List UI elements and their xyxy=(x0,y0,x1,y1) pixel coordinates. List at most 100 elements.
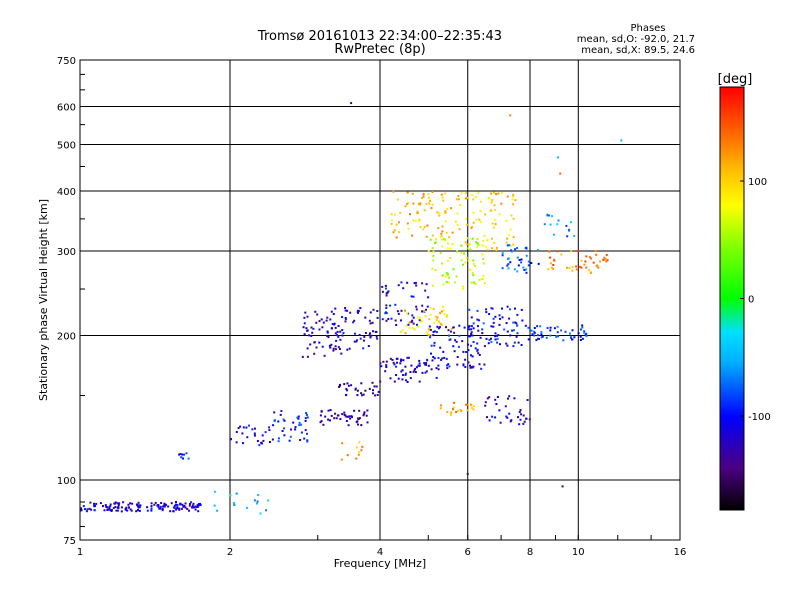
data-point xyxy=(126,509,129,512)
data-point xyxy=(306,315,309,318)
data-point xyxy=(181,453,184,456)
data-point xyxy=(501,252,504,255)
data-point xyxy=(80,509,83,512)
data-point xyxy=(537,262,540,265)
data-point xyxy=(323,354,326,357)
data-point xyxy=(546,327,549,329)
data-point xyxy=(118,502,121,505)
data-point xyxy=(458,228,461,231)
data-point xyxy=(385,319,388,322)
data-point xyxy=(496,246,498,249)
data-point xyxy=(432,250,435,253)
data-point xyxy=(345,415,348,418)
data-point xyxy=(506,305,509,308)
data-point xyxy=(505,415,508,418)
data-point xyxy=(460,259,463,262)
data-point xyxy=(355,340,358,343)
data-point xyxy=(455,198,458,201)
data-point xyxy=(520,261,523,264)
data-point xyxy=(470,404,473,407)
data-point xyxy=(476,348,479,351)
data-point xyxy=(159,507,162,510)
data-point xyxy=(360,392,363,395)
data-point xyxy=(460,244,463,247)
data-point xyxy=(319,421,322,424)
data-point xyxy=(430,207,433,209)
data-point xyxy=(437,357,440,359)
data-point xyxy=(518,411,521,413)
data-point xyxy=(346,382,349,385)
data-point xyxy=(573,235,576,237)
data-point xyxy=(371,321,374,324)
data-point xyxy=(448,236,451,239)
data-point xyxy=(431,247,434,249)
data-point xyxy=(512,203,515,206)
data-point xyxy=(417,364,420,367)
data-point xyxy=(509,420,512,423)
data-point xyxy=(469,403,472,406)
data-point xyxy=(321,326,324,329)
data-point xyxy=(304,429,307,432)
data-point xyxy=(496,341,499,344)
data-point xyxy=(443,313,446,316)
data-point xyxy=(325,319,328,322)
x-tick-label: 2 xyxy=(227,547,233,558)
y-tick-label: 600 xyxy=(57,103,76,114)
data-point xyxy=(506,244,509,247)
data-point xyxy=(175,503,177,506)
data-point xyxy=(344,307,347,309)
data-point xyxy=(369,336,372,339)
data-point xyxy=(529,329,532,332)
data-point xyxy=(303,333,306,336)
data-point xyxy=(488,197,491,200)
data-point xyxy=(518,259,521,261)
data-point xyxy=(425,235,428,238)
data-point xyxy=(442,309,445,312)
data-point xyxy=(391,219,394,222)
data-point xyxy=(309,343,312,346)
data-point xyxy=(274,419,276,422)
data-point xyxy=(376,337,379,340)
data-point xyxy=(485,311,488,314)
data-point xyxy=(510,214,513,217)
data-point xyxy=(486,416,488,419)
data-point xyxy=(415,308,418,311)
data-point xyxy=(604,257,607,260)
data-point xyxy=(470,344,473,347)
data-point xyxy=(590,257,593,260)
data-point xyxy=(333,323,336,326)
data-point xyxy=(382,360,385,363)
colorbar-label: [deg] xyxy=(718,72,753,87)
data-point xyxy=(421,304,424,307)
data-point xyxy=(330,414,333,417)
data-point xyxy=(470,325,473,328)
data-point xyxy=(430,334,433,337)
data-point xyxy=(487,342,490,345)
data-point xyxy=(549,334,552,337)
data-point xyxy=(160,502,163,504)
data-point xyxy=(477,191,480,194)
data-point xyxy=(556,331,559,334)
data-point xyxy=(344,318,347,320)
data-point xyxy=(466,409,469,412)
data-point xyxy=(488,419,491,422)
data-point xyxy=(94,504,97,507)
data-point xyxy=(482,322,485,325)
data-point xyxy=(584,260,587,263)
data-point xyxy=(354,332,356,335)
data-point xyxy=(332,313,335,315)
data-point xyxy=(146,506,149,509)
data-point xyxy=(494,208,497,211)
data-point xyxy=(456,409,459,412)
data-point xyxy=(154,501,157,504)
data-point xyxy=(339,330,342,333)
data-point xyxy=(452,345,455,348)
data-point xyxy=(516,247,519,249)
data-point xyxy=(277,420,280,423)
data-point xyxy=(172,510,175,513)
data-point xyxy=(130,509,133,512)
data-point xyxy=(305,414,308,416)
data-point xyxy=(116,502,119,505)
data-point xyxy=(509,308,511,311)
data-point xyxy=(459,204,462,207)
